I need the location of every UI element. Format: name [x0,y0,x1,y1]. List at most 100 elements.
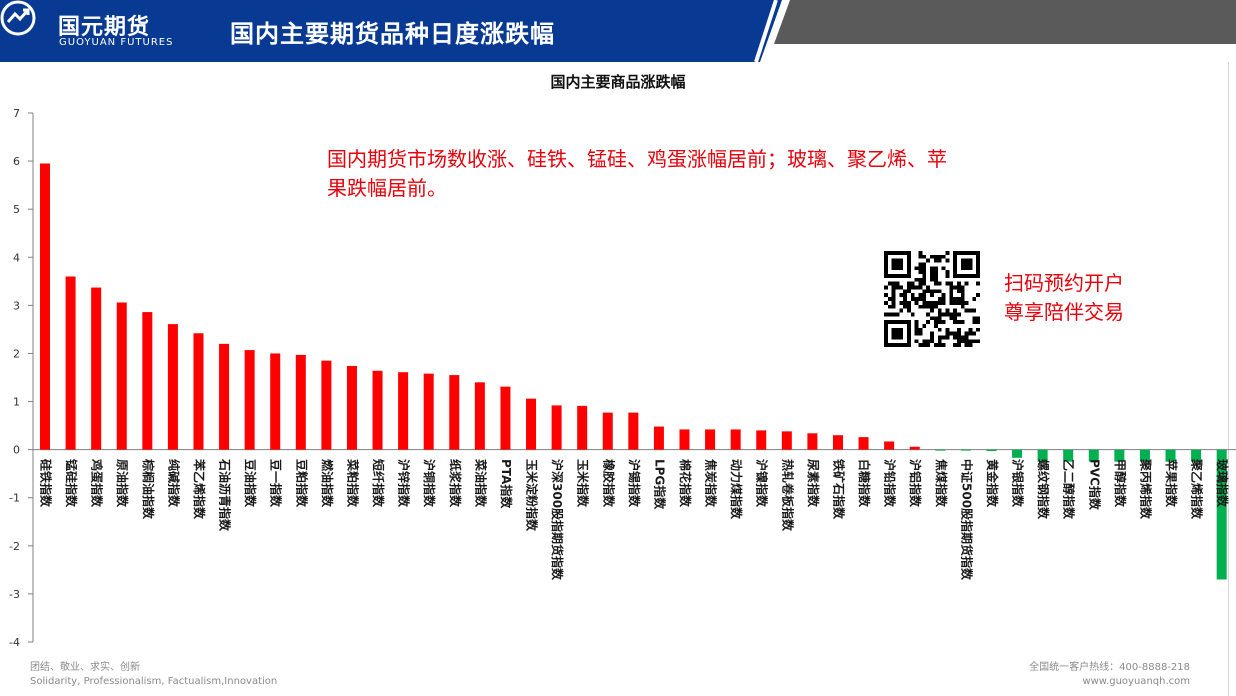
qr-module [930,331,934,336]
bar [1191,449,1202,462]
qr-module [933,277,938,282]
x-tick-label: 聚丙烯指数 [1138,458,1153,520]
x-tick-label: 沪铜指数 [422,459,437,508]
brand-name: 国元期货 [58,15,151,40]
qr-module [914,339,919,344]
bar [1114,449,1125,462]
qr-finder-inner [891,258,904,271]
x-tick-label: LPG指数 [652,459,667,510]
qr-module [960,297,965,301]
qr-module [941,300,946,305]
qr-module [968,331,973,336]
qr-module [972,320,977,324]
x-tick-label: 纸浆指数 [448,459,463,508]
qr-module [914,323,919,328]
qr-module [945,331,950,336]
bar [960,449,971,451]
qr-module [964,281,969,286]
qr-module [972,297,977,301]
qr-module [953,312,957,317]
qr-module [949,331,954,336]
x-tick-label: 豆一指数 [269,459,284,508]
qr-module [956,289,961,294]
bar [551,405,562,450]
qr-module [918,266,923,271]
x-tick-label: 聚乙烯指数 [1190,458,1205,520]
qr-module [937,308,942,313]
x-tick-label: 棕榈油指数 [141,458,156,520]
qr-module [976,327,980,332]
qr-module [960,293,965,298]
bar [65,276,76,450]
qr-module [930,308,934,313]
motto-english: Solidarity, Professionalism, Factualism,… [30,676,278,687]
qr-module [968,339,973,344]
y-tick-label: 5 [13,203,20,216]
qr-module [956,281,961,286]
qr-module [941,312,946,317]
bar [167,324,178,450]
y-tick-label: -3 [9,588,20,601]
qr-module [903,293,908,298]
qr-module [914,277,919,282]
qr-module [937,297,942,301]
header-banner: 国元期货 GUOYUAN FUTURES 国内主要期货品种日度涨跌幅 [0,0,1236,62]
qr-module [953,300,957,305]
qr-module [956,343,961,347]
x-tick-label: 热轧卷板指数 [780,459,795,532]
qr-module [903,300,908,305]
bar [142,312,153,450]
qr-module [914,320,919,324]
qr-module [976,281,980,286]
qr-module [903,289,908,294]
x-tick-label: 焦煤指数 [934,458,949,508]
qr-module [891,289,896,294]
x-tick-label: 原油指数 [115,459,130,508]
bar [884,441,895,450]
qr-module [933,289,938,294]
x-tick-label: 菜粕指数 [345,458,360,508]
qr-module [930,289,934,294]
qr-module [956,312,961,317]
qr-module [918,327,923,332]
qr-module [968,308,973,313]
footer-motto: 团结、敬业、求实、创新 Solidarity, Professionalism,… [30,661,277,689]
qr-module [956,331,961,336]
qr-module [884,293,888,298]
qr-module [964,308,969,313]
qr-finder-inner [960,258,973,271]
y-tick-label: 2 [13,347,20,360]
qr-module [960,304,965,309]
brand-name-english: GUOYUAN FUTURES [59,37,174,48]
bar [986,449,997,452]
qr-module [956,300,961,305]
qr-module [922,274,927,278]
qr-module [933,254,938,259]
qr-module [903,304,908,309]
qr-module [907,281,911,286]
qr-module [922,262,927,267]
qr-module [941,254,946,259]
qr-module [899,293,904,298]
qr-module [945,270,950,275]
bar [423,373,434,450]
qr-module [884,285,888,290]
bar [1139,449,1150,462]
qr-module [918,331,923,336]
qr-module [972,339,977,344]
y-tick-label: 0 [13,444,20,457]
bar [730,429,741,450]
qr-module [933,266,938,271]
qr-module [953,308,957,313]
qr-module [956,327,961,332]
x-tick-label: 橡胶指数 [601,459,616,508]
qr-module [922,297,927,301]
bar [1012,449,1023,458]
qr-module [891,297,896,301]
y-tick-label: 3 [13,299,20,312]
qr-module [891,281,896,286]
x-tick-label: 沪深300股指期货指数 [550,459,565,581]
bar [398,372,409,450]
qr-module [949,281,954,286]
qr-module [926,285,931,290]
